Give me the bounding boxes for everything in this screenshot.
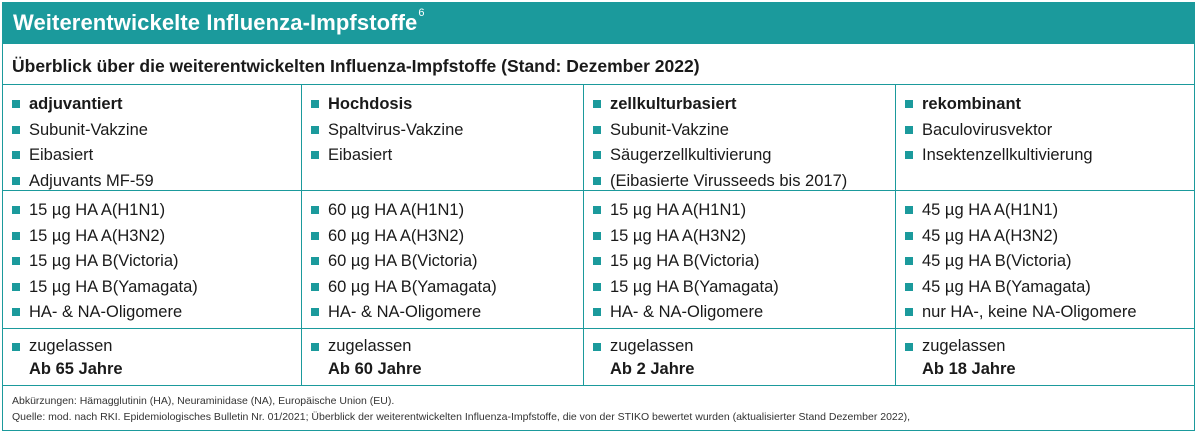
list-item: Säugerzellkultivierung (593, 143, 895, 169)
list-item: 15 µg HA B(Victoria) (12, 249, 301, 275)
approval-cell-hochdosis: zugelassen Ab 60 Jahre (302, 329, 584, 385)
dose-cell-rekombinant: 45 µg HA A(H1N1) 45 µg HA A(H3N2) 45 µg … (896, 191, 1194, 328)
dose-row: 15 µg HA A(H1N1) 15 µg HA A(H3N2) 15 µg … (3, 191, 1194, 329)
list-item: Spaltvirus-Vakzine (311, 118, 583, 144)
list-item: (Eibasierte Virusseeds bis 2017) (593, 169, 895, 195)
approval-row: zugelassen Ab 65 Jahre zugelassen Ab 60 … (3, 329, 1194, 386)
list-item: Eibasiert (12, 143, 301, 169)
dose-cell-adjuvantiert: 15 µg HA A(H1N1) 15 µg HA A(H3N2) 15 µg … (3, 191, 302, 328)
abbreviations-note: Abkürzungen: Hämagglutinin (HA), Neurami… (12, 395, 395, 407)
list-item: 15 µg HA B(Yamagata) (12, 275, 301, 301)
list-item: 15 µg HA A(H1N1) (593, 198, 895, 224)
list-item: HA- & NA-Oligomere (12, 300, 301, 326)
list-item: Insektenzellkultivierung (905, 143, 1194, 169)
dose-cell-hochdosis: 60 µg HA A(H1N1) 60 µg HA A(H3N2) 60 µg … (302, 191, 584, 328)
footnote-reference: 6 (418, 7, 425, 19)
list-item: nur HA-, keine NA-Oligomere (905, 300, 1194, 326)
approval-age: Ab 2 Jahre (610, 360, 695, 378)
title-bar: Weiterentwickelte Influenza-Impfstoffe6 (3, 3, 1194, 44)
type-cell-hochdosis: Hochdosis Spaltvirus-Vakzine Eibasiert (302, 85, 584, 190)
list-item: Subunit-Vakzine (12, 118, 301, 144)
list-item: 15 µg HA B(Victoria) (593, 249, 895, 275)
approval-cell-zellkulturbasiert: zugelassen Ab 2 Jahre (584, 329, 896, 385)
list-item: 60 µg HA A(H1N1) (311, 198, 583, 224)
table-title: Weiterentwickelte Influenza-Impfstoffe6 (13, 7, 425, 35)
list-item: 15 µg HA B(Yamagata) (593, 275, 895, 301)
approval-age: Ab 18 Jahre (922, 360, 1016, 378)
list-item: 45 µg HA A(H1N1) (905, 198, 1194, 224)
approval-age: Ab 60 Jahre (328, 360, 422, 378)
list-item: 45 µg HA A(H3N2) (905, 224, 1194, 250)
column-heading: zellkulturbasiert (593, 92, 895, 118)
type-row: adjuvantiert Subunit-Vakzine Eibasiert A… (3, 85, 1194, 191)
list-item: Baculovirusvektor (905, 118, 1194, 144)
approval-cell-adjuvantiert: zugelassen Ab 65 Jahre (3, 329, 302, 385)
list-item: HA- & NA-Oligomere (311, 300, 583, 326)
table-footer: Abkürzungen: Hämagglutinin (HA), Neurami… (3, 386, 1194, 430)
approval-label: zugelassen (311, 335, 583, 358)
list-item: 15 µg HA A(H1N1) (12, 198, 301, 224)
type-cell-adjuvantiert: adjuvantiert Subunit-Vakzine Eibasiert A… (3, 85, 302, 190)
approval-cell-rekombinant: zugelassen Ab 18 Jahre (896, 329, 1194, 385)
approval-label: zugelassen (905, 335, 1194, 358)
type-cell-rekombinant: rekombinant Baculovirusvektor Insektenze… (896, 85, 1194, 190)
dose-cell-zellkulturbasiert: 15 µg HA A(H1N1) 15 µg HA A(H3N2) 15 µg … (584, 191, 896, 328)
list-item: 60 µg HA B(Yamagata) (311, 275, 583, 301)
list-item: 45 µg HA B(Yamagata) (905, 275, 1194, 301)
vaccine-table: Weiterentwickelte Influenza-Impfstoffe6 … (2, 2, 1195, 431)
approval-age: Ab 65 Jahre (29, 360, 123, 378)
list-item: Adjuvants MF-59 (12, 169, 301, 195)
subtitle-bar: Überblick über die weiterentwickelten In… (3, 44, 1194, 85)
list-item: Eibasiert (311, 143, 583, 169)
list-item: 60 µg HA B(Victoria) (311, 249, 583, 275)
list-item: HA- & NA-Oligomere (593, 300, 895, 326)
list-item: 60 µg HA A(H3N2) (311, 224, 583, 250)
table-subtitle: Überblick über die weiterentwickelten In… (12, 56, 700, 76)
list-item: 15 µg HA A(H3N2) (12, 224, 301, 250)
column-heading: Hochdosis (311, 92, 583, 118)
approval-label: zugelassen (593, 335, 895, 358)
type-cell-zellkulturbasiert: zellkulturbasiert Subunit-Vakzine Säuger… (584, 85, 896, 190)
column-heading: adjuvantiert (12, 92, 301, 118)
list-item: 15 µg HA A(H3N2) (593, 224, 895, 250)
approval-label: zugelassen (12, 335, 301, 358)
source-note: Quelle: mod. nach RKI. Epidemiologisches… (12, 411, 911, 423)
list-item: 45 µg HA B(Victoria) (905, 249, 1194, 275)
list-item: Subunit-Vakzine (593, 118, 895, 144)
column-heading: rekombinant (905, 92, 1194, 118)
